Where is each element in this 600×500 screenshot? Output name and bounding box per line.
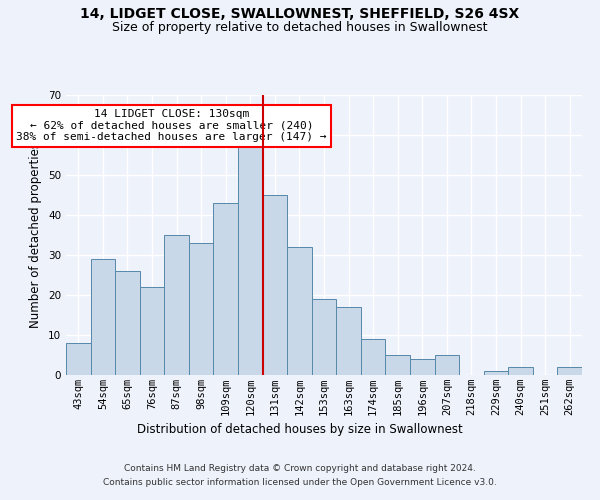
Bar (508, 367, 533, 375)
Bar (361, 339, 385, 375)
Bar (312, 299, 336, 375)
Bar (336, 307, 361, 375)
Bar (557, 367, 582, 375)
Text: Distribution of detached houses by size in Swallownest: Distribution of detached houses by size … (137, 422, 463, 436)
Bar (140, 287, 164, 375)
Bar (66, 343, 91, 375)
Bar (115, 271, 140, 375)
Bar (214, 203, 238, 375)
Bar (484, 371, 508, 375)
Text: Size of property relative to detached houses in Swallownest: Size of property relative to detached ho… (112, 21, 488, 34)
Text: 14, LIDGET CLOSE, SWALLOWNEST, SHEFFIELD, S26 4SX: 14, LIDGET CLOSE, SWALLOWNEST, SHEFFIELD… (80, 8, 520, 22)
Y-axis label: Number of detached properties: Number of detached properties (29, 142, 43, 328)
Bar (287, 247, 312, 375)
Bar (238, 143, 263, 375)
Bar (434, 355, 459, 375)
Bar (189, 243, 214, 375)
Text: Contains HM Land Registry data © Crown copyright and database right 2024.: Contains HM Land Registry data © Crown c… (124, 464, 476, 473)
Bar (164, 235, 189, 375)
Text: 14 LIDGET CLOSE: 130sqm
← 62% of detached houses are smaller (240)
38% of semi-d: 14 LIDGET CLOSE: 130sqm ← 62% of detache… (16, 109, 327, 142)
Bar (410, 359, 434, 375)
Bar (385, 355, 410, 375)
Text: Contains public sector information licensed under the Open Government Licence v3: Contains public sector information licen… (103, 478, 497, 487)
Bar (91, 259, 115, 375)
Bar (263, 195, 287, 375)
